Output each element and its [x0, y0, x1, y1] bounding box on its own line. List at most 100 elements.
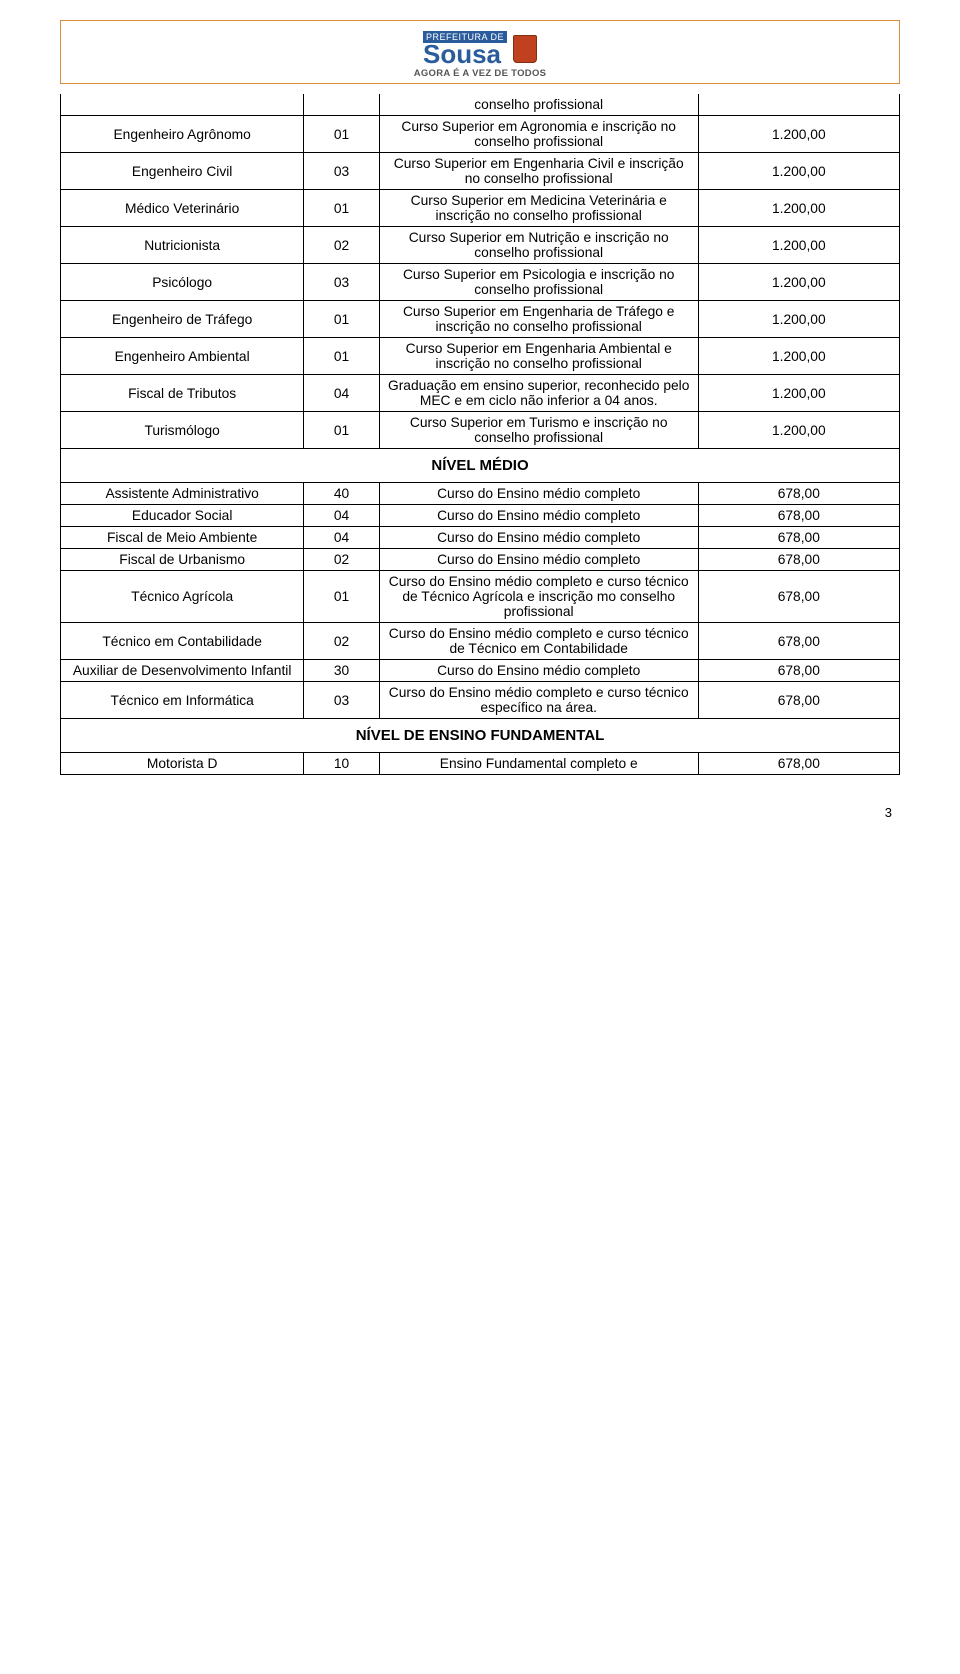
table-cell: 02 — [304, 227, 380, 264]
table-cell: 1.200,00 — [698, 227, 899, 264]
table-cell: Ensino Fundamental completo e — [379, 753, 698, 775]
table-row: Fiscal de Tributos04Graduação em ensino … — [61, 375, 900, 412]
table-cell: 678,00 — [698, 549, 899, 571]
table-row: Engenheiro Ambiental01Curso Superior em … — [61, 338, 900, 375]
table-cell: 678,00 — [698, 483, 899, 505]
table-row: conselho profissional — [61, 94, 900, 116]
table-cell: 1.200,00 — [698, 338, 899, 375]
logo-municipality: Sousa — [423, 43, 501, 66]
table-cell: 1.200,00 — [698, 153, 899, 190]
table-row: Motorista D10Ensino Fundamental completo… — [61, 753, 900, 775]
table-cell: 1.200,00 — [698, 116, 899, 153]
table-cell: 30 — [304, 660, 380, 682]
table-cell: conselho profissional — [379, 94, 698, 116]
table-cell: 02 — [304, 549, 380, 571]
table-cell: Engenheiro Agrônomo — [61, 116, 304, 153]
table-cell: Assistente Administrativo — [61, 483, 304, 505]
table-cell: Curso Superior em Psicologia e inscrição… — [379, 264, 698, 301]
table-cell: Curso do Ensino médio completo — [379, 505, 698, 527]
table-cell: Engenheiro Ambiental — [61, 338, 304, 375]
table-cell: 04 — [304, 375, 380, 412]
table-cell: 678,00 — [698, 682, 899, 719]
table-cell: Fiscal de Meio Ambiente — [61, 527, 304, 549]
page-number: 3 — [60, 805, 900, 820]
table-cell: Curso do Ensino médio completo — [379, 527, 698, 549]
table-cell: 1.200,00 — [698, 301, 899, 338]
table-cell — [698, 94, 899, 116]
table-cell: 02 — [304, 623, 380, 660]
table-cell: 01 — [304, 301, 380, 338]
table-cell: Curso Superior em Medicina Veterinária e… — [379, 190, 698, 227]
logo-tagline: AGORA É A VEZ DE TODOS — [414, 68, 547, 79]
table-cell: 678,00 — [698, 571, 899, 623]
table-cell: Curso Superior em Turismo e inscrição no… — [379, 412, 698, 449]
table-cell: Curso do Ensino médio completo e curso t… — [379, 623, 698, 660]
table-cell: 01 — [304, 412, 380, 449]
table-cell: Técnico em Informática — [61, 682, 304, 719]
header-logo: PREFEITURA DE Sousa AGORA É A VEZ DE TOD… — [414, 31, 547, 79]
table-cell: 03 — [304, 264, 380, 301]
table-row: Engenheiro Civil03Curso Superior em Enge… — [61, 153, 900, 190]
table-cell: Motorista D — [61, 753, 304, 775]
table-cell: Educador Social — [61, 505, 304, 527]
table-row: Técnico em Informática03Curso do Ensino … — [61, 682, 900, 719]
table-cell: Curso do Ensino médio completo — [379, 483, 698, 505]
table-cell: Técnico Agrícola — [61, 571, 304, 623]
logo-top-row: PREFEITURA DE Sousa — [423, 31, 537, 66]
table-cell: Curso do Ensino médio completo — [379, 549, 698, 571]
table-row: Assistente Administrativo40Curso do Ensi… — [61, 483, 900, 505]
table-cell: 678,00 — [698, 623, 899, 660]
table-cell — [61, 94, 304, 116]
table-cell: Fiscal de Urbanismo — [61, 549, 304, 571]
table-cell: 03 — [304, 682, 380, 719]
table-cell: Turismólogo — [61, 412, 304, 449]
table-cell: Engenheiro de Tráfego — [61, 301, 304, 338]
section-header-row: NÍVEL MÉDIO — [61, 449, 900, 483]
table-cell: 1.200,00 — [698, 190, 899, 227]
table-cell: Graduação em ensino superior, reconhecid… — [379, 375, 698, 412]
table-cell: 01 — [304, 116, 380, 153]
table-row: Nutricionista02Curso Superior em Nutriçã… — [61, 227, 900, 264]
table-row: Técnico em Contabilidade02Curso do Ensin… — [61, 623, 900, 660]
table-cell: 04 — [304, 527, 380, 549]
table-row: Fiscal de Meio Ambiente04Curso do Ensino… — [61, 527, 900, 549]
table-row: Médico Veterinário01Curso Superior em Me… — [61, 190, 900, 227]
table-cell: 1.200,00 — [698, 412, 899, 449]
table-row: Engenheiro de Tráfego01Curso Superior em… — [61, 301, 900, 338]
table-cell: Psicólogo — [61, 264, 304, 301]
table-cell: Técnico em Contabilidade — [61, 623, 304, 660]
table-cell — [304, 94, 380, 116]
table-cell: 01 — [304, 190, 380, 227]
table-cell: 40 — [304, 483, 380, 505]
table-cell: 678,00 — [698, 753, 899, 775]
table-cell: 678,00 — [698, 527, 899, 549]
table-cell: 1.200,00 — [698, 375, 899, 412]
section-header: NÍVEL MÉDIO — [61, 449, 900, 483]
table-row: Educador Social04Curso do Ensino médio c… — [61, 505, 900, 527]
header-logo-box: PREFEITURA DE Sousa AGORA É A VEZ DE TOD… — [60, 20, 900, 84]
table-cell: Curso do Ensino médio completo — [379, 660, 698, 682]
table-cell: Auxiliar de Desenvolvimento Infantil — [61, 660, 304, 682]
table-cell: 1.200,00 — [698, 264, 899, 301]
table-cell: 01 — [304, 571, 380, 623]
table-cell: Curso Superior em Nutrição e inscrição n… — [379, 227, 698, 264]
table-cell: Curso do Ensino médio completo e curso t… — [379, 682, 698, 719]
table-row: Fiscal de Urbanismo02Curso do Ensino méd… — [61, 549, 900, 571]
section-header-row: NÍVEL DE ENSINO FUNDAMENTAL — [61, 719, 900, 753]
table-cell: Curso Superior em Agronomia e inscrição … — [379, 116, 698, 153]
table-row: Turismólogo01Curso Superior em Turismo e… — [61, 412, 900, 449]
table-cell: Engenheiro Civil — [61, 153, 304, 190]
jobs-table: conselho profissionalEngenheiro Agrônomo… — [60, 94, 900, 775]
table-row: Engenheiro Agrônomo01Curso Superior em A… — [61, 116, 900, 153]
table-cell: 04 — [304, 505, 380, 527]
shield-icon — [513, 35, 537, 63]
section-header: NÍVEL DE ENSINO FUNDAMENTAL — [61, 719, 900, 753]
table-row: Técnico Agrícola01Curso do Ensino médio … — [61, 571, 900, 623]
table-cell: Curso do Ensino médio completo e curso t… — [379, 571, 698, 623]
table-row: Psicólogo03Curso Superior em Psicologia … — [61, 264, 900, 301]
table-cell: Curso Superior em Engenharia de Tráfego … — [379, 301, 698, 338]
table-cell: Médico Veterinário — [61, 190, 304, 227]
table-cell: Fiscal de Tributos — [61, 375, 304, 412]
table-cell: Curso Superior em Engenharia Civil e ins… — [379, 153, 698, 190]
table-cell: 01 — [304, 338, 380, 375]
